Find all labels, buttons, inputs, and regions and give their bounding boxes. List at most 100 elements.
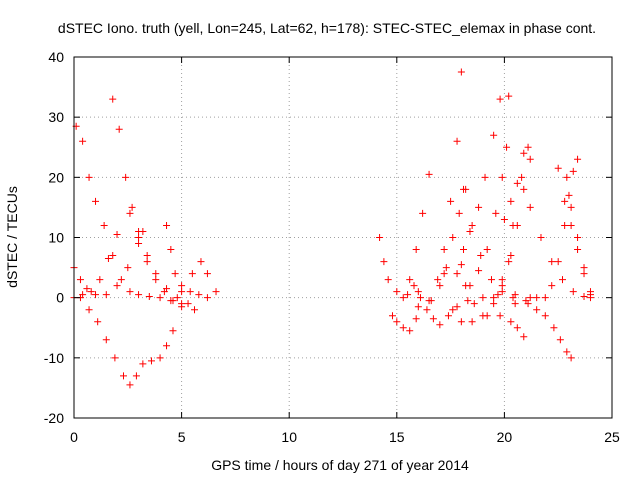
data-point [453, 270, 461, 278]
data-point [561, 197, 569, 205]
data-point [152, 270, 160, 278]
data-point [505, 92, 513, 100]
data-point [442, 264, 450, 272]
data-point [410, 282, 418, 290]
series-15 [440, 221, 517, 326]
data-point [462, 185, 470, 193]
data-point [503, 143, 511, 151]
data-point [453, 303, 461, 311]
data-point [117, 276, 125, 284]
data-point [135, 291, 143, 299]
data-point [466, 282, 474, 290]
data-point [423, 306, 431, 314]
data-point [460, 246, 468, 254]
data-point [449, 234, 457, 241]
data-point [569, 167, 577, 175]
data-point [83, 285, 91, 293]
data-point [169, 327, 177, 335]
data-point [464, 297, 472, 305]
data-point [468, 318, 476, 326]
series-18 [466, 92, 513, 290]
data-point [550, 324, 558, 332]
data-point [492, 209, 500, 217]
data-point [436, 321, 444, 329]
data-point [574, 155, 582, 163]
data-point [490, 294, 498, 302]
x-tick-label: 25 [604, 429, 620, 445]
series-11 [399, 170, 433, 302]
y-tick-label: 40 [48, 49, 64, 65]
data-point [92, 291, 100, 299]
data-point [524, 143, 532, 151]
data-point [468, 221, 476, 229]
data-point [507, 197, 515, 205]
data-point [541, 294, 549, 302]
data-point [520, 333, 528, 341]
data-point [580, 264, 588, 272]
data-point [135, 227, 143, 235]
data-point [173, 294, 181, 302]
data-point [496, 95, 504, 103]
x-tick-label: 20 [497, 429, 513, 445]
data-point [203, 294, 211, 302]
data-point [533, 294, 541, 302]
data-point [113, 230, 121, 238]
data-point [85, 173, 93, 181]
data-point [113, 282, 121, 290]
data-point [178, 303, 186, 311]
data-point [487, 276, 495, 284]
data-point [574, 246, 582, 254]
data-point [94, 318, 102, 326]
data-point [384, 276, 392, 284]
data-point [163, 221, 171, 229]
data-point [156, 294, 164, 302]
data-point [574, 234, 582, 241]
data-point [537, 234, 545, 241]
data-point [457, 318, 465, 326]
data-point [477, 252, 485, 260]
data-point [191, 306, 199, 314]
data-point [412, 315, 420, 323]
data-point [567, 203, 575, 211]
data-point [513, 221, 521, 229]
data-point [404, 291, 412, 299]
series-16 [453, 95, 504, 278]
data-point [104, 255, 112, 263]
series-14 [414, 185, 468, 311]
data-point [212, 288, 220, 296]
data-point [567, 221, 575, 229]
data-point [100, 221, 108, 229]
data-point [569, 288, 577, 296]
data-point [119, 372, 127, 380]
data-point [586, 288, 594, 296]
data-point [475, 267, 483, 275]
data-point [498, 276, 506, 284]
data-point [447, 197, 455, 205]
data-point [425, 297, 433, 305]
data-point [507, 318, 515, 326]
data-point [475, 203, 483, 211]
data-point [126, 288, 134, 296]
data-point [184, 300, 192, 308]
data-point [399, 294, 407, 302]
data-point [135, 240, 143, 248]
data-point [554, 258, 562, 266]
data-point [520, 149, 528, 157]
y-tick-label: -10 [44, 350, 64, 366]
data-point [126, 209, 134, 217]
data-point [498, 282, 506, 290]
data-point [453, 137, 461, 145]
data-point [429, 315, 437, 323]
series-21 [500, 143, 532, 223]
series-4 [76, 294, 177, 389]
data-point [483, 246, 491, 254]
data-point [376, 234, 384, 241]
data-point [563, 173, 571, 181]
data-point [513, 179, 521, 187]
data-point [92, 197, 100, 205]
data-point [135, 234, 143, 241]
data-point [548, 282, 556, 290]
data-point [143, 252, 151, 260]
series-26 [563, 173, 594, 296]
data-point [393, 318, 401, 326]
